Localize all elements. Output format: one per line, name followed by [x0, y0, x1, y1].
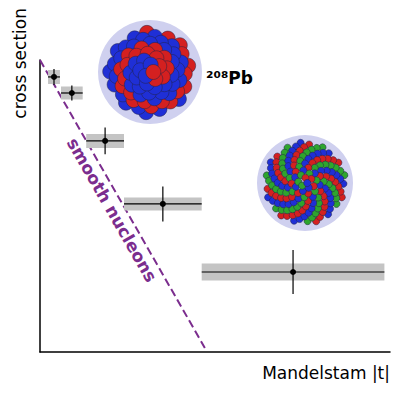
svg-text:smooth nucleons: smooth nucleons — [63, 134, 161, 285]
svg-text:²⁰⁸Pb: ²⁰⁸Pb — [206, 68, 253, 88]
svg-text:cross section: cross section — [10, 8, 30, 119]
svg-text:Mandelstam |t|: Mandelstam |t| — [262, 363, 390, 383]
